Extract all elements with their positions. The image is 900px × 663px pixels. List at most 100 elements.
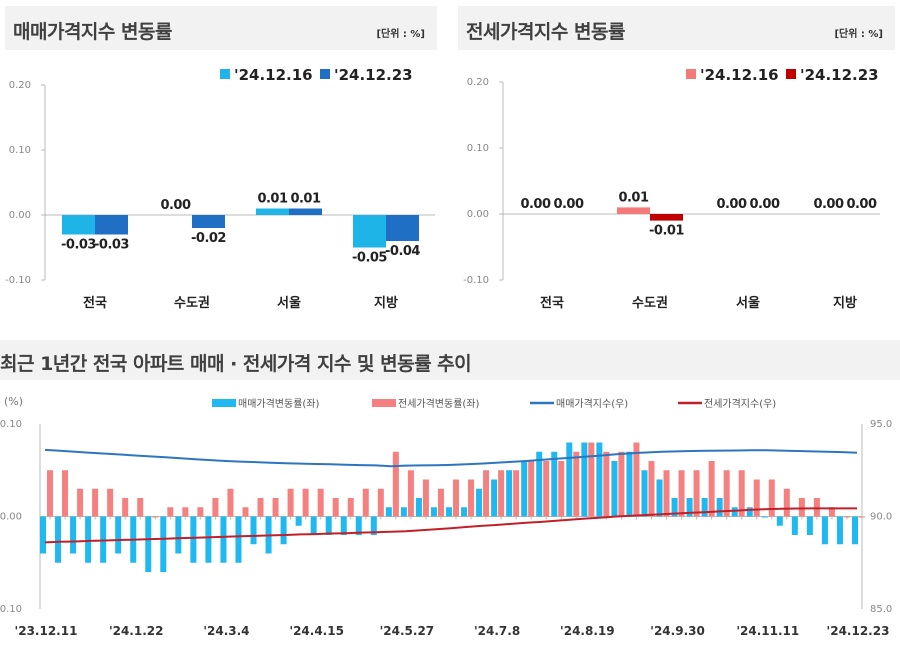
bar [205,516,212,563]
y-tick-label: -0.10 [463,275,489,286]
bar [543,461,550,517]
legend-label: '24.12.23 [800,66,879,84]
bar [167,507,174,517]
bar [212,498,219,517]
bar [656,479,663,517]
bar [362,488,369,517]
x-tick-label: '24.7.8 [474,624,520,638]
bar [422,479,429,517]
data-label: -0.03 [94,238,129,253]
bar [107,488,114,517]
x-tick-label: '24.1.22 [109,624,164,638]
bar [227,488,234,517]
bar [310,516,317,535]
bar [506,470,513,517]
bar [415,498,422,517]
bar [175,516,182,554]
bar [588,442,595,517]
data-label: 0.00 [520,197,551,212]
x-tick-label: '23.12.11 [15,624,78,638]
y-tick-label: 0.20 [467,77,489,88]
x-tick-label: '24.5.27 [380,624,435,638]
bar [437,488,444,517]
bar [280,516,287,545]
bar [828,507,835,517]
bar [693,470,700,517]
bar [152,516,159,518]
bar [558,461,565,517]
bar [92,488,99,517]
bar [62,215,95,235]
bar [461,507,468,517]
legend-swatch [686,69,696,79]
y-tick-label: 0.00 [9,210,31,221]
bar [731,507,738,517]
bar [385,507,392,517]
bar [768,479,775,517]
bar [289,208,322,215]
bar [430,507,437,517]
data-label: 0.00 [160,198,191,213]
legend-label: 매매가격변동률(좌) [238,397,320,410]
sale-panel-header: 매매가격지수 변동률 [단위 : %] [5,6,437,50]
data-label: -0.03 [61,238,96,253]
legend-swatch [786,69,796,79]
sale-panel-unit: [단위 : %] [376,29,425,40]
legend-label: 매매가격지수(우) [556,397,628,410]
right-tick-label: 90.0 [870,512,892,523]
bar [753,479,760,517]
bar [192,215,225,228]
bar [761,516,768,518]
left-tick-label: 0.10 [0,419,22,430]
bar [257,498,264,517]
data-label: 0.01 [618,190,649,205]
legend-label: '24.12.16 [234,66,313,84]
bar [671,498,678,517]
legend-swatch [372,399,396,407]
bar [182,507,189,517]
bar [521,461,528,517]
bar [513,470,520,517]
x-tick-label: '24.9.30 [650,624,705,638]
y-tick-label: 0.10 [467,143,489,154]
index-line [44,448,858,468]
bar [618,451,625,517]
data-label: 0.00 [846,197,877,212]
bar [678,470,685,517]
bar [453,479,459,517]
bar [617,207,650,214]
x-tick-label: '24.11.11 [736,624,799,638]
bar [648,461,655,517]
bar [483,470,490,517]
bar [468,479,475,517]
data-label: 0.01 [257,192,288,207]
bar [295,516,302,526]
bar [686,498,693,517]
trend-panel-title: 최근 1년간 전국 아파트 매매 · 전세가격 지수 및 변동률 추이 [0,353,472,375]
bar [836,516,843,545]
bar [392,451,399,517]
bar [325,516,332,535]
bar [498,470,505,517]
bar [40,516,46,554]
legend-label: 전세가격변동률(좌) [398,397,480,410]
bar [95,215,128,235]
bar [641,470,648,517]
y-tick-label: 0.00 [467,209,489,220]
bar [536,451,543,517]
bar [852,516,858,545]
bar [633,442,640,517]
bar [859,516,865,518]
bar [663,470,670,517]
bar [287,488,294,517]
bar [746,507,753,517]
bar [377,488,384,517]
bar [137,498,144,517]
left-tick-label: -0.10 [0,604,22,615]
x-tick-label: '24.4.15 [289,624,344,638]
data-label: -0.02 [191,231,226,246]
data-label: -0.01 [649,224,684,239]
bar [407,470,414,517]
y-axis-unit-label: (%) [4,395,23,408]
